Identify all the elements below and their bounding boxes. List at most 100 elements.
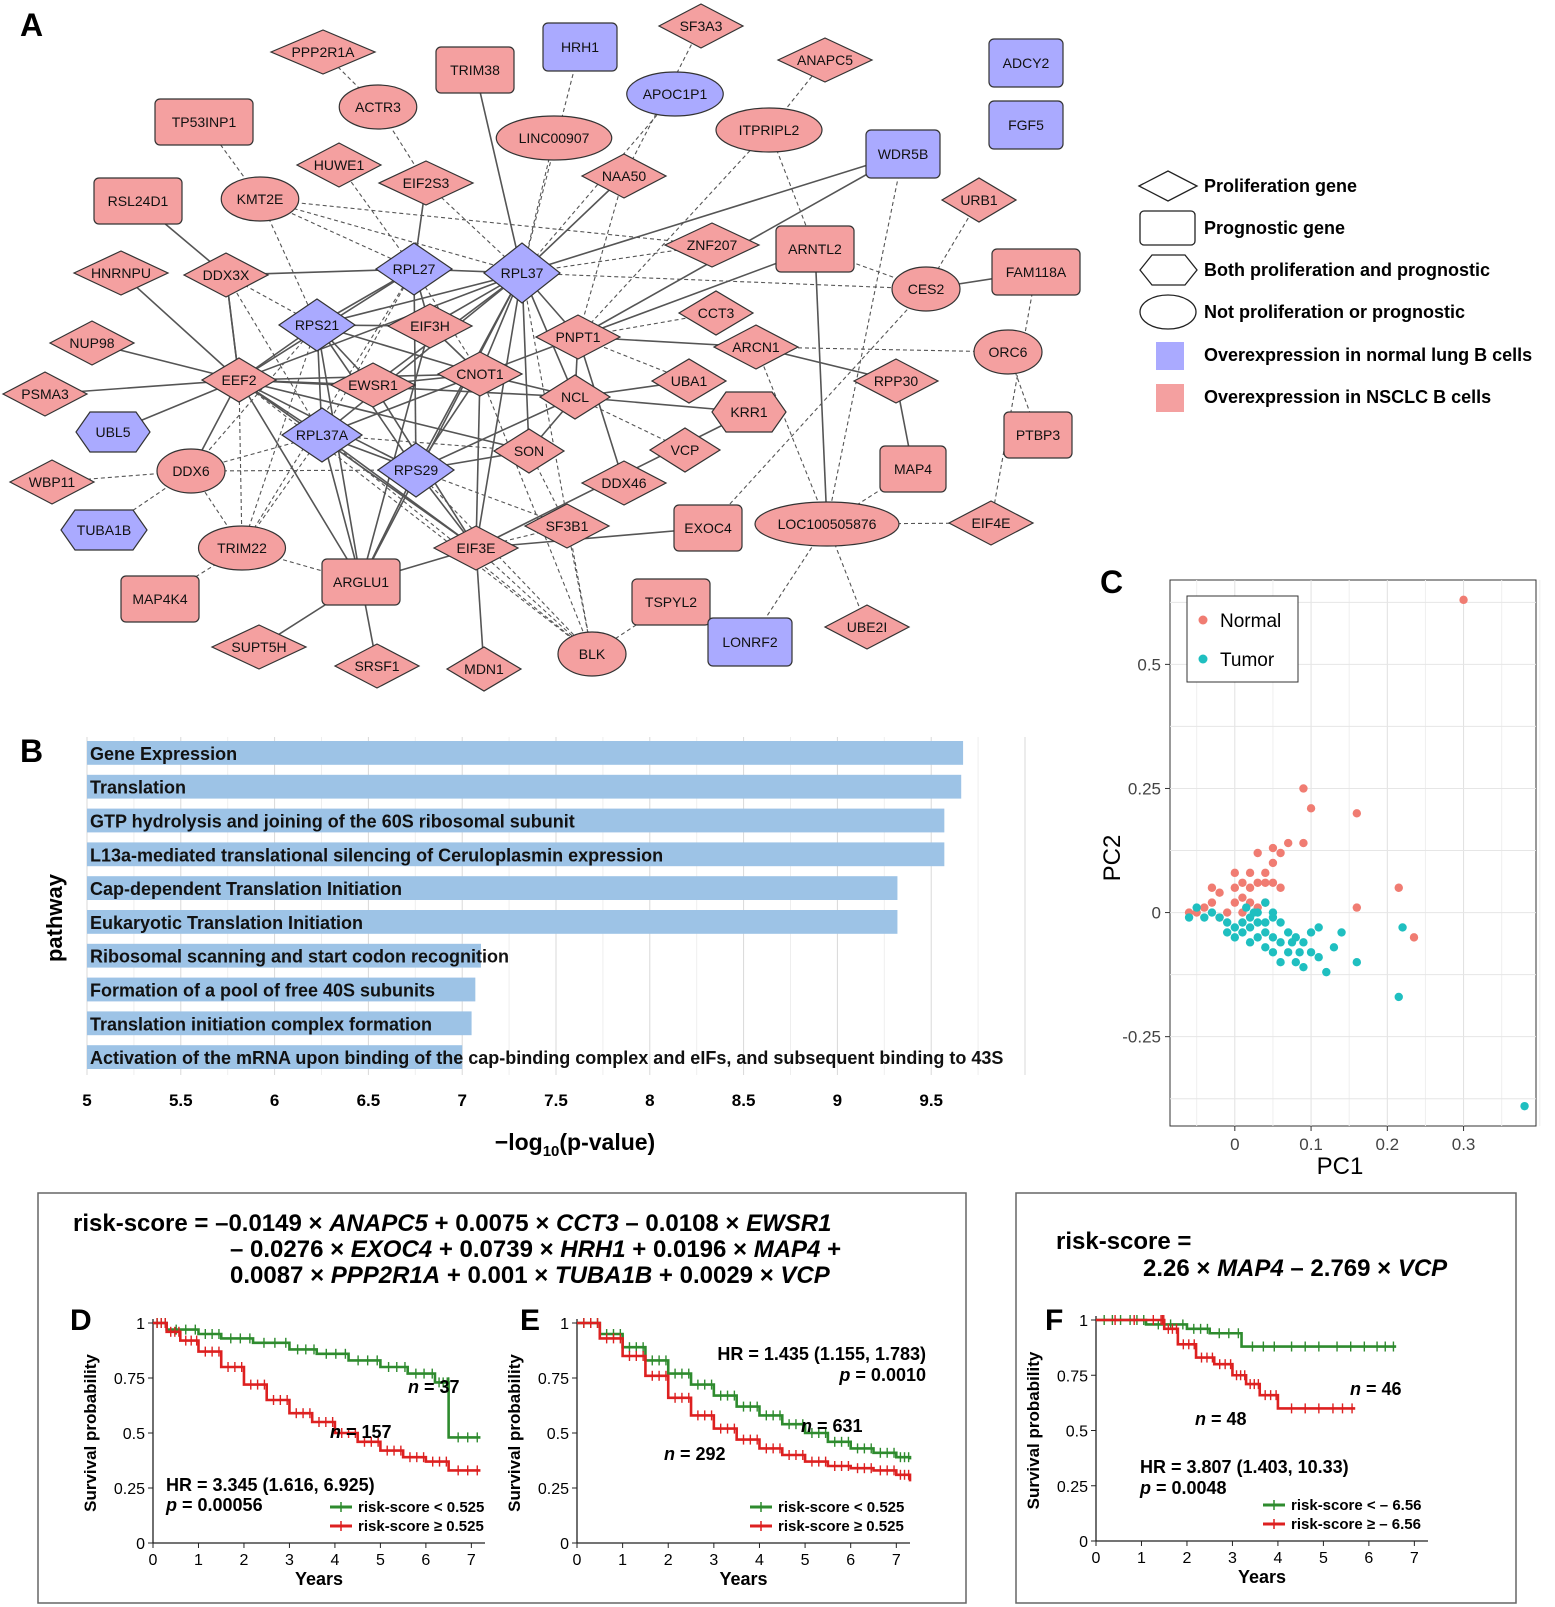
c-point-tumor (1306, 928, 1316, 937)
gene-node-sf3b1: SF3B1 (523, 503, 611, 549)
gene-node-label: HRH1 (561, 39, 599, 55)
pca-scatter: 0 0.1 0.2 0.3 -0.25 0 0.25 0.5 PC1 PC2 Normal T… (1099, 579, 1541, 1180)
km-legend-label: risk-score ≥ 0.525 (778, 1518, 904, 1535)
b-ylabel: pathway (42, 873, 67, 962)
gene-node-shape (445, 646, 523, 692)
gene-node-ubl5: UBL5 (75, 411, 151, 453)
panel-label-b: B (20, 733, 43, 769)
b-bar (87, 741, 964, 765)
gene-node-psma3: PSMA3 (1, 371, 89, 417)
km-n-label: n = 48 (1195, 1409, 1247, 1429)
b-bar (87, 1045, 463, 1069)
gene-node-label: EIF3H (410, 318, 450, 334)
gene-node-label: EIF2S3 (403, 175, 450, 191)
c-point-normal (1352, 903, 1362, 912)
gene-node-rsl24d1: RSL24D1 (93, 177, 183, 225)
km-xtick-label: 3 (285, 1552, 294, 1569)
legend-label: Proliferation gene (1204, 176, 1357, 196)
b-bar (87, 876, 898, 900)
gene-node-shape (93, 177, 183, 225)
b-bar-label: Formation of a pool of free 40S subunits (90, 981, 435, 1001)
b-xtick: 6 (270, 1091, 279, 1110)
c-point-tumor (1268, 908, 1278, 917)
gene-node-shape (707, 617, 793, 667)
gene-node-label: EIF4E (972, 515, 1011, 531)
c-point-normal (1230, 898, 1240, 907)
gene-node-shape (626, 71, 724, 117)
km-xtick-label: 7 (1410, 1550, 1419, 1567)
gene-node-tp53inp1: TP53INP1 (154, 98, 254, 146)
gene-node-shape (182, 252, 270, 298)
gene-node-uba1: UBA1 (650, 358, 728, 404)
c-point-tumor (1322, 967, 1331, 977)
gene-node-label: WDR5B (878, 146, 929, 162)
c-point-tumor (1238, 928, 1247, 937)
gene-node-shape (374, 242, 454, 296)
km-n-label: n = 46 (1350, 1379, 1402, 1399)
network-edge (521, 93, 676, 274)
gene-node-shape (991, 248, 1081, 296)
gene-node-shape (333, 643, 421, 689)
gene-node-shape (711, 391, 787, 433)
km-curve-risk-score-6-56 (1096, 1318, 1356, 1410)
km-ylabel: Survival probability (505, 1354, 524, 1512)
gene-node-apoc1p1: APOC1P1 (626, 71, 724, 117)
km-hr-label: HR = 1.435 (1.155, 1.783) (717, 1344, 926, 1364)
gene-node-label: CNOT1 (456, 366, 504, 382)
network-edge (238, 379, 243, 549)
gene-node-label: DDX3X (203, 267, 250, 283)
gene-node-shape (492, 428, 566, 474)
gene-node-shape (1, 371, 89, 417)
gene-node-label: ARGLU1 (333, 574, 389, 590)
gene-node-label: BLK (579, 646, 606, 662)
km-ylabel: Survival probability (81, 1354, 100, 1512)
km-xtick-label: 1 (194, 1552, 203, 1569)
c-point-tumor (1192, 903, 1201, 912)
gene-node-shape (852, 358, 940, 404)
gene-node-shape (435, 46, 515, 94)
c-legend-normal-label: Normal (1220, 611, 1281, 632)
c-point-tumor (1283, 928, 1293, 937)
gene-node-shape (538, 374, 612, 420)
network-edge (475, 272, 523, 549)
gene-node-shape (580, 460, 668, 506)
gene-node-label: LOC100505876 (778, 516, 877, 532)
c-point-normal (1409, 933, 1419, 942)
c-point-tumor (1222, 918, 1232, 927)
gene-node-label: ITPRIPL2 (739, 122, 800, 138)
c-point-normal (1238, 893, 1247, 902)
gene-node-rps21: RPS21 (277, 298, 357, 352)
gene-node-rpp30: RPP30 (852, 358, 940, 404)
km-curve-risk-score-0-525 (153, 1321, 481, 1472)
gene-node-srsf1: SRSF1 (333, 643, 421, 689)
c-point-tumor (1520, 1101, 1529, 1111)
network-edge (479, 373, 593, 655)
gene-node-eif2s3: EIF2S3 (377, 160, 475, 206)
km-ytick-label: 0.25 (1057, 1479, 1088, 1496)
km-xtick-label: 0 (149, 1552, 158, 1569)
gene-node-label: MAP4 (894, 461, 932, 477)
gene-node-shape (386, 303, 474, 349)
km-xtick-label: 1 (618, 1552, 627, 1569)
km-p-label: p = 0.0010 (838, 1365, 926, 1385)
gene-node-shape (48, 320, 136, 366)
gene-node-label: KRR1 (730, 404, 768, 420)
gene-node-rps29: RPS29 (376, 442, 456, 498)
gene-node-ube2i: UBE2I (823, 604, 911, 650)
c-point-normal (1394, 883, 1403, 892)
gene-node-shape (891, 266, 961, 312)
gene-node-label: RPS21 (295, 317, 340, 333)
network-edge (259, 198, 523, 274)
b-bar-label: GTP hydrolysis and joining of the 60S ri… (90, 812, 575, 832)
gene-node-shape (338, 84, 418, 130)
network-legend: Proliferation gene Prognostic gene Both … (1137, 170, 1532, 412)
km-ytick-label: 0.25 (114, 1481, 145, 1498)
gene-node-urb1: URB1 (940, 177, 1018, 223)
c-point-normal (1261, 878, 1270, 887)
formula-right-line2: 2.26 × MAP4 – 2.769 × VCP (1143, 1255, 1448, 1282)
gene-node-label: ANAPC5 (797, 52, 853, 68)
gene-node-shape (277, 298, 357, 352)
gene-node-label: PPP2R1A (291, 44, 355, 60)
c-point-tumor (1261, 898, 1270, 907)
km-xtick-label: 1 (1137, 1550, 1146, 1567)
